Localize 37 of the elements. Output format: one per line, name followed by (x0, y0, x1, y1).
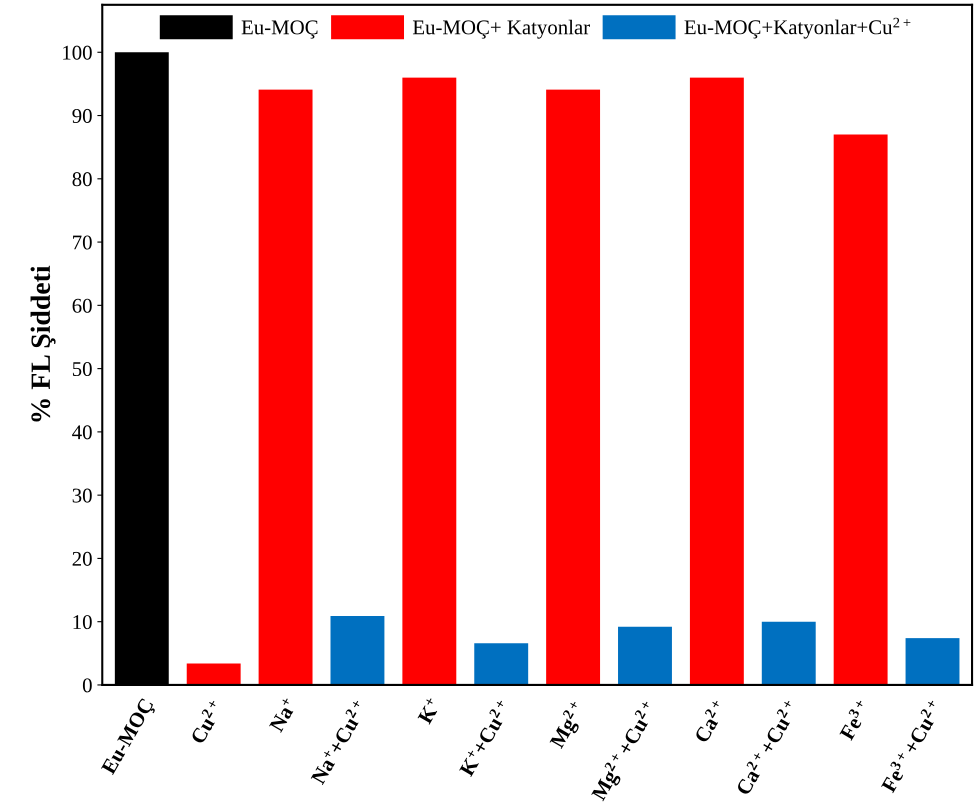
y-tick-label: 90 (72, 108, 92, 123)
legend-label: Eu-MOÇ+ Katyonlar (412, 20, 590, 39)
y-tick-label: 40 (72, 425, 92, 440)
legend-label: Eu-MOÇ (242, 20, 318, 39)
y-axis-title: % FL Şiddeti (30, 266, 56, 422)
bar (906, 638, 960, 685)
bar (186, 663, 241, 685)
y-tick-label: 100 (63, 46, 92, 60)
y-tick-label: 80 (72, 172, 92, 186)
bar (690, 78, 744, 685)
bar (258, 90, 313, 685)
bar (834, 134, 888, 685)
bar (618, 626, 672, 685)
y-tick-label: 60 (72, 298, 92, 313)
y-tick-label: 50 (72, 362, 92, 376)
x-tick-label: Fe$^{3+}$+Cu$^{2+}$ (878, 698, 944, 794)
x-tick-label: Ca$^{2+}$ (692, 698, 728, 744)
x-tick-label: K$^{+}$ (416, 696, 442, 725)
bar (546, 90, 600, 685)
x-tick-label: Fe$^{3+}$ (837, 698, 872, 742)
bar (474, 643, 528, 685)
y-tick-label: 30 (72, 488, 92, 503)
bar (402, 78, 456, 685)
x-tick-label: K$^{+}$+Cu$^{2+}$ (456, 698, 512, 778)
x-tick-label: Na$^{+}$+Cu$^{2+}$ (308, 698, 368, 786)
y-tick-label: 70 (73, 235, 92, 250)
y-tick-label: 20 (72, 552, 92, 566)
x-tick-label: Na$^{+}$ (268, 697, 298, 733)
y-tick-label: 0 (82, 678, 92, 692)
x-tick-label: Ca$^{2+}$+Cu$^{2+}$ (734, 698, 800, 796)
bar (330, 616, 384, 685)
y-tick-label: 10 (74, 615, 92, 630)
x-tick-label: Cu$^{2+}$ (188, 698, 224, 745)
bar (762, 622, 816, 685)
x-tick-label: Mg$^{2+}$ (547, 700, 590, 752)
legend-label: Eu-MOÇ+Katyonlar+Cu$^{2+}$ (684, 18, 910, 39)
x-tick-label: Mg$^{2+}$+Cu$^{2+}$ (588, 700, 662, 803)
